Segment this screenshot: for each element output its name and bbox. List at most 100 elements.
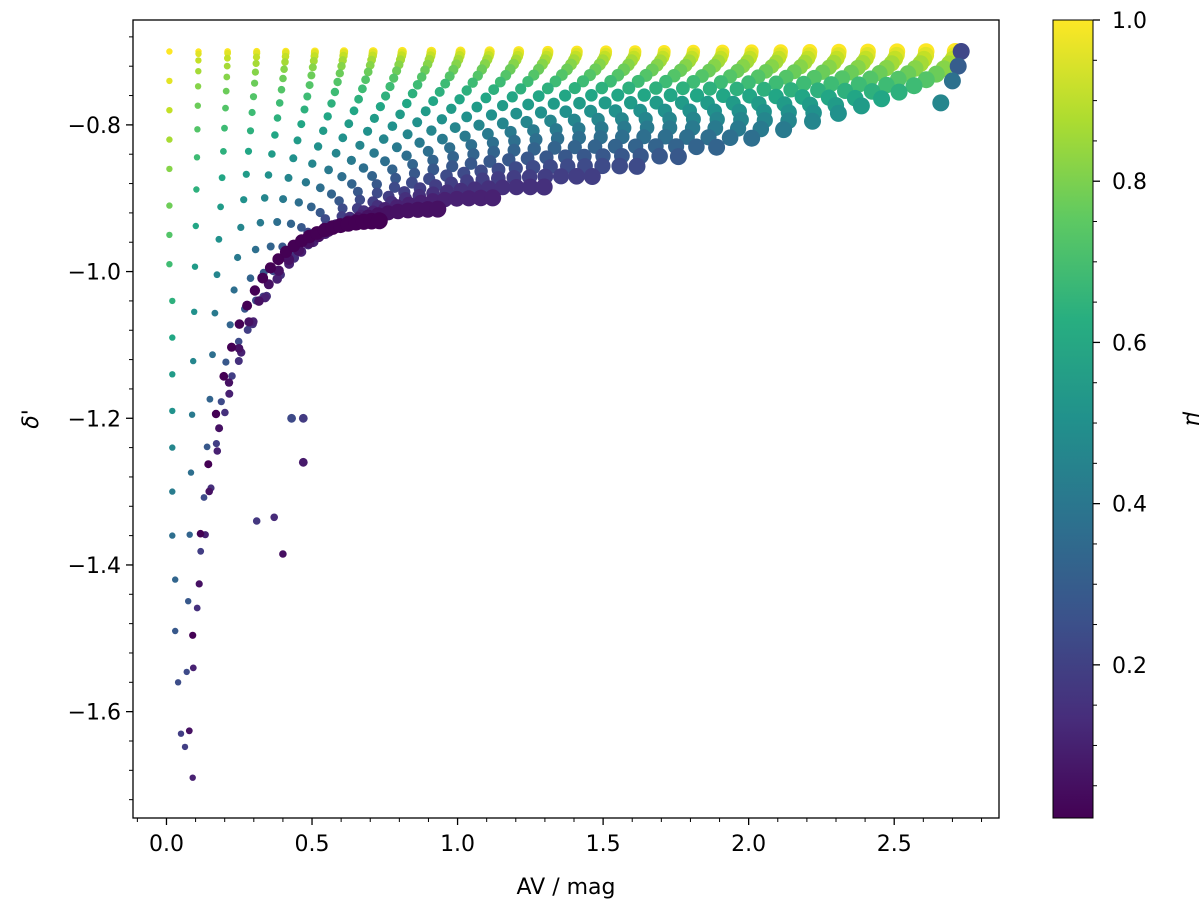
data-point: [391, 142, 402, 153]
data-point: [390, 172, 401, 184]
data-point: [873, 90, 891, 108]
y-tick-label: −0.8: [68, 114, 121, 139]
data-point: [354, 94, 363, 104]
data-point: [354, 194, 366, 205]
data-point: [224, 54, 231, 62]
data-point: [246, 274, 255, 283]
data-point: [190, 357, 197, 365]
data-point: [225, 389, 234, 398]
data-point: [850, 76, 867, 93]
data-point: [688, 138, 705, 156]
data-point: [567, 140, 582, 155]
data-point: [547, 97, 560, 110]
data-point: [279, 550, 287, 558]
data-point: [395, 109, 405, 120]
data-point: [402, 129, 413, 140]
data-point: [327, 99, 336, 108]
data-point: [890, 83, 908, 101]
data-point: [595, 81, 609, 95]
data-point: [465, 139, 478, 151]
data-point: [804, 112, 821, 130]
data-point: [416, 72, 427, 82]
data-point: [211, 309, 219, 317]
y-axis-label: δ': [19, 409, 44, 429]
data-point: [287, 413, 296, 423]
data-point: [279, 195, 288, 204]
data-point: [467, 148, 480, 161]
data-point: [284, 173, 293, 182]
data-point: [371, 187, 383, 199]
data-point: [248, 108, 256, 117]
data-point: [371, 179, 382, 190]
data-point: [631, 74, 645, 88]
data-point: [659, 74, 673, 89]
data-point: [464, 157, 478, 170]
data-point: [352, 186, 363, 197]
data-point: [166, 261, 173, 268]
data-point: [252, 59, 260, 67]
data-point: [448, 190, 465, 207]
data-point: [306, 202, 316, 212]
y-tick-label: −1.4: [68, 554, 121, 579]
data-point: [387, 164, 398, 175]
data-point: [713, 75, 729, 90]
data-point: [559, 89, 572, 102]
data-point: [209, 351, 216, 359]
data-point: [444, 142, 456, 154]
data-point: [783, 82, 799, 98]
data-point: [204, 460, 213, 469]
data-point: [346, 155, 356, 165]
data-point: [408, 167, 421, 179]
data-point: [270, 513, 279, 522]
data-point: [436, 114, 448, 125]
data-point: [244, 147, 253, 155]
data-point: [676, 81, 690, 96]
data-point: [223, 62, 231, 70]
colorbar-tick-label: 0.4: [1112, 493, 1147, 518]
data-point: [459, 130, 471, 142]
data-point: [594, 157, 611, 175]
data-point: [471, 101, 483, 113]
data-point: [166, 202, 173, 209]
data-point: [823, 76, 840, 92]
data-point: [205, 487, 213, 496]
data-point: [583, 168, 601, 185]
x-tick-label: 2.5: [877, 832, 912, 857]
data-point: [905, 77, 923, 95]
data-point: [169, 532, 176, 539]
plot-frame: [132, 19, 1000, 819]
colorbar-ticks: 0.2 0.4 0.6 0.8 1.0: [1093, 9, 1147, 787]
x-tick-label: 0.0: [149, 832, 184, 857]
data-point: [169, 371, 176, 378]
data-point: [337, 61, 346, 71]
data-point: [166, 165, 173, 173]
scatter-points: [166, 43, 970, 781]
data-point: [226, 321, 234, 329]
data-point: [293, 136, 302, 145]
data-point: [200, 494, 208, 501]
data-point: [169, 334, 176, 341]
data-point: [301, 178, 311, 187]
data-point: [223, 73, 231, 81]
data-point: [252, 517, 261, 525]
data-point: [344, 119, 354, 129]
data-point: [298, 457, 308, 467]
data-point: [702, 81, 718, 96]
data-point: [169, 297, 176, 305]
data-point: [422, 145, 434, 157]
x-tick-label: 1.5: [586, 832, 621, 857]
data-point: [611, 157, 628, 175]
data-point: [177, 730, 185, 737]
data-point: [222, 104, 229, 112]
data-point: [534, 106, 548, 119]
data-point: [657, 129, 674, 145]
data-point: [437, 133, 448, 145]
data-point: [686, 75, 701, 89]
data-point: [234, 337, 243, 346]
data-point: [217, 398, 225, 406]
data-point: [244, 317, 254, 327]
data-point: [313, 142, 323, 151]
data-point: [401, 150, 412, 161]
colorbar-tick-label: 0.6: [1112, 331, 1147, 356]
data-point: [484, 189, 502, 207]
